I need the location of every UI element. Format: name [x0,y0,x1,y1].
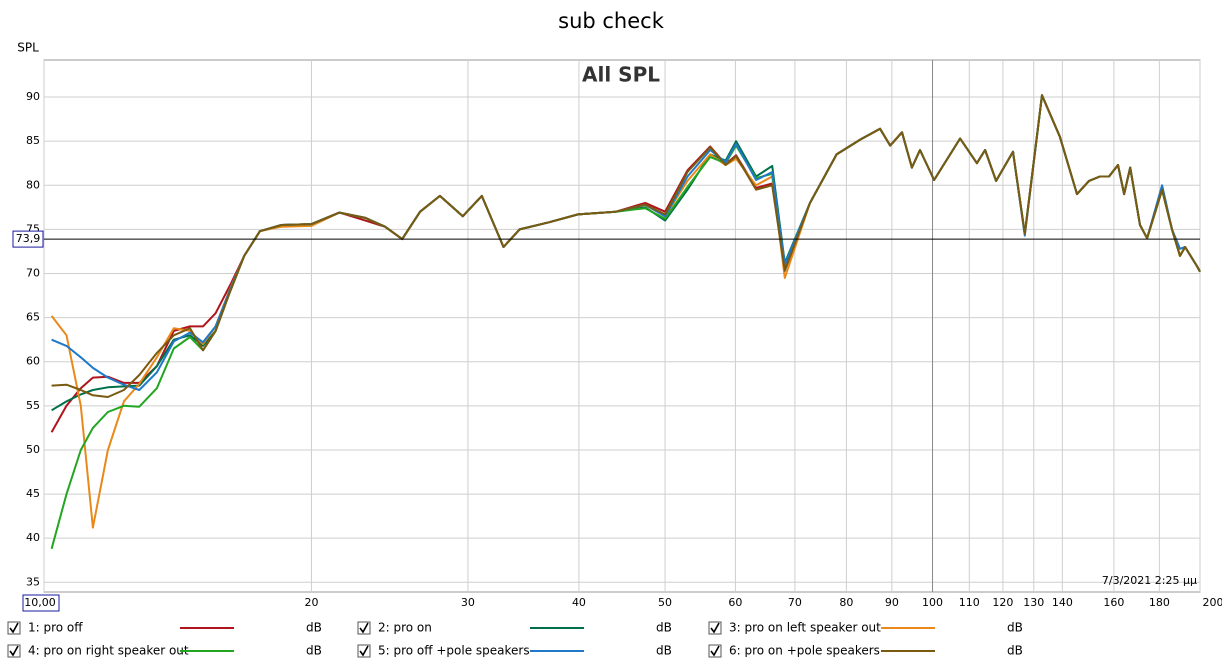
check-mark [710,622,720,634]
cursor-label: 73,9 [16,232,41,245]
legend-unit: dB [656,621,672,635]
legend-entry: 6: pro on +pole speakers dB [708,644,1023,658]
series-line [51,94,1201,398]
check-mark [710,645,720,657]
x-tick-label: 110 [959,596,980,609]
y-tick-label: 50 [26,443,40,456]
y-tick-label: 35 [26,575,40,588]
timestamp: 7/3/2021 2:25 μμ [1102,574,1197,587]
y-tick-label: 55 [26,399,40,412]
legend-unit: dB [306,621,322,635]
check-mark [359,622,369,634]
x-tick-label: 160 [1103,596,1124,609]
check-mark [9,622,19,634]
chart-title: sub check [558,9,665,33]
x-tick-label: 50 [658,596,672,609]
x-tick-label: 20 [304,596,318,609]
x-tick-label: 40 [572,596,586,609]
legend-entry: 1: pro off dB [7,621,322,635]
legend-unit: dB [1007,644,1023,658]
legend-entry: 2: pro on dB [357,621,672,635]
x-tick-label: 180 [1149,596,1170,609]
x-tick-label: 10,00 [24,596,56,609]
y-tick-label: 60 [26,355,40,368]
legend-unit: dB [306,644,322,658]
legend-label: 1: pro off [28,621,83,635]
x-tick-label: 130 [1023,596,1044,609]
y-tick-label: 90 [26,90,40,103]
x-tick-label: 80 [839,596,853,609]
y-tick-label: 40 [26,531,40,544]
y-tick-label: 80 [26,178,40,191]
check-mark [359,645,369,657]
x-tick-label: 70 [788,596,802,609]
x-tick-label: 120 [992,596,1013,609]
plot-area [43,59,1201,593]
legend-label: 2: pro on [378,621,432,635]
cursor-box [12,230,44,248]
legend-unit: dB [656,644,672,658]
y-tick-label: 65 [26,311,40,324]
legend-entry: 3: pro on left speaker out dB [708,621,1023,635]
legend-label: 5: pro off +pole speakers [378,644,530,658]
x-tick-label: 100 [922,596,943,609]
legend-label: 6: pro on +pole speakers [729,644,880,658]
y-tick-label: 85 [26,134,40,147]
x-tick-label: 90 [885,596,899,609]
legend-unit: dB [1007,621,1023,635]
legend-label: 4: pro on right speaker out [28,644,189,658]
check-mark [9,645,19,657]
x-cursor-box [22,594,60,612]
legend-entry: 4: pro on right speaker out dB [7,644,322,658]
x-tick-label: 140 [1052,596,1073,609]
x-tick-label: 30 [461,596,475,609]
y-tick-label: 70 [26,267,40,280]
x-tick-label: 200Hz [1202,596,1222,609]
chart-subtitle: All SPL [582,63,660,87]
y-tick-label: 45 [26,487,40,500]
x-tick-label: 60 [728,596,742,609]
legend-label: 3: pro on left speaker out [729,621,881,635]
y-axis-label: SPL [17,41,39,55]
legend-entry: 5: pro off +pole speakers dB [357,644,672,658]
